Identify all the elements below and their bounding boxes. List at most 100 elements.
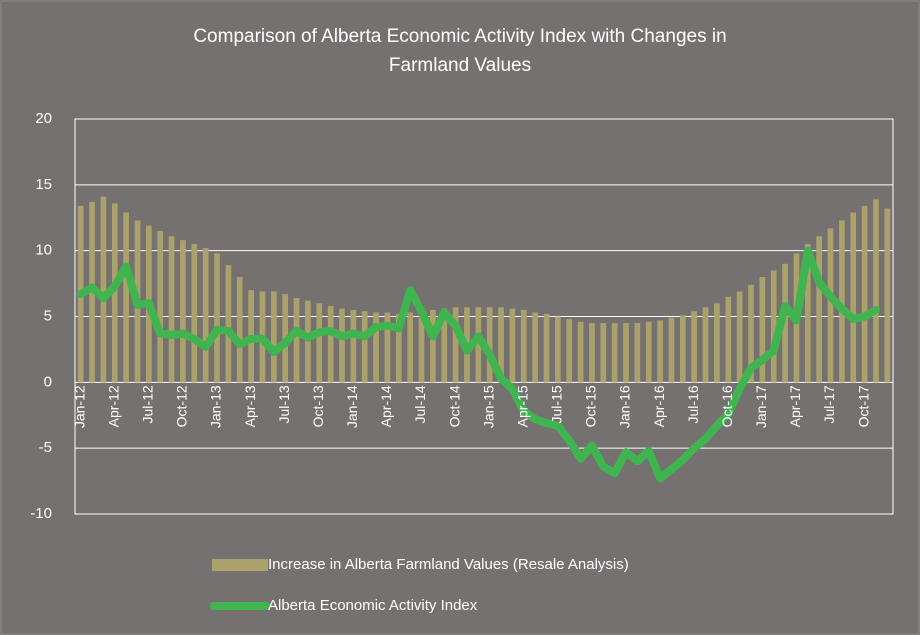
x-tick-label: Oct-12 [174,385,190,427]
bar [475,307,482,383]
bar [236,277,243,383]
bar [759,277,766,383]
x-tick-label: Jul-12 [140,385,156,423]
chart-title: Comparison of Alberta Economic Activity … [193,26,727,76]
x-tick-label: Oct-13 [310,385,326,427]
x-tick-label: Jan-16 [617,385,633,428]
x-tick-label: Apr-12 [105,385,121,427]
bar [293,298,300,383]
bar [395,313,402,383]
x-tick-label: Apr-17 [787,385,803,427]
x-tick-label: Apr-14 [378,385,394,427]
y-tick-label: 15 [35,176,52,193]
y-tick-label: 0 [44,373,52,390]
bar [361,311,368,383]
bar [123,212,129,383]
bar [111,203,118,383]
line [76,246,880,483]
plot-border [74,118,894,515]
x-tick-label: Jul-16 [685,385,701,423]
bar [373,312,379,383]
bar [714,303,720,383]
bar [350,309,357,383]
bar [577,321,584,383]
bar [804,244,811,383]
x-tick-label: Apr-15 [514,385,530,427]
y-tick-label: -10 [30,505,52,522]
x-tick-label: Oct-16 [719,385,735,427]
bar [520,309,527,383]
bar [873,199,879,383]
x-tick-label: Apr-13 [242,385,258,427]
bar [645,321,652,383]
bar [270,291,277,383]
x-tick-label: Jan-15 [480,385,496,428]
bar [600,323,607,383]
bar [543,313,550,383]
bar [452,307,459,383]
x-tick-label: Jan-14 [344,385,360,428]
x-tick-label: Apr-16 [651,385,667,427]
x-tick-label: Jan-13 [208,385,224,428]
bar [623,323,629,383]
x-tick-label: Oct-17 [855,385,871,427]
bar [702,307,709,383]
bar [532,312,538,383]
bar [157,230,164,383]
bar [827,228,834,383]
bar [225,265,232,383]
bar [407,312,413,383]
bar [725,296,732,383]
bar [418,311,425,383]
bar [691,311,698,383]
bar [384,312,391,383]
bar [191,244,198,383]
x-tick-label: Jul-15 [549,385,565,423]
bar [168,236,175,383]
bar [430,309,436,383]
bar [441,308,448,383]
bar [634,323,641,383]
y-tick-label: 20 [35,110,52,127]
bar [100,196,107,383]
bar [555,316,561,383]
bar [339,308,345,383]
x-tick-label: Jan-17 [753,385,769,428]
bar [589,323,595,383]
bar [668,317,675,383]
bar [861,205,868,383]
bar [498,307,504,383]
y-tick-label: 10 [35,242,52,259]
legend-swatch [212,559,268,571]
bar [782,263,788,383]
bar [816,236,822,383]
bar [839,220,845,383]
bar [509,308,516,383]
bar [327,305,334,383]
bar [566,319,573,383]
x-tick-label: Jul-14 [412,385,428,423]
bar [657,320,663,383]
x-tick-label: Jul-17 [821,385,837,423]
bar [486,307,493,383]
bar [736,291,743,383]
bar [850,212,857,383]
y-tick-label: -5 [39,439,52,456]
bar [180,240,186,383]
bar [770,270,777,383]
x-tick-label: Jul-13 [276,385,292,423]
bar [202,248,209,383]
x-tick-label: Jan-12 [71,385,87,428]
legend-label: Alberta Economic Activity Index [268,597,478,614]
bar [679,315,686,383]
legend-label: Increase in Alberta Farmland Values (Res… [268,556,629,573]
bar [748,284,754,383]
bar [884,208,891,383]
bar [316,303,323,383]
x-tick-label: Oct-14 [446,385,462,427]
x-tick-label: Oct-15 [583,385,599,427]
bar [611,323,618,383]
